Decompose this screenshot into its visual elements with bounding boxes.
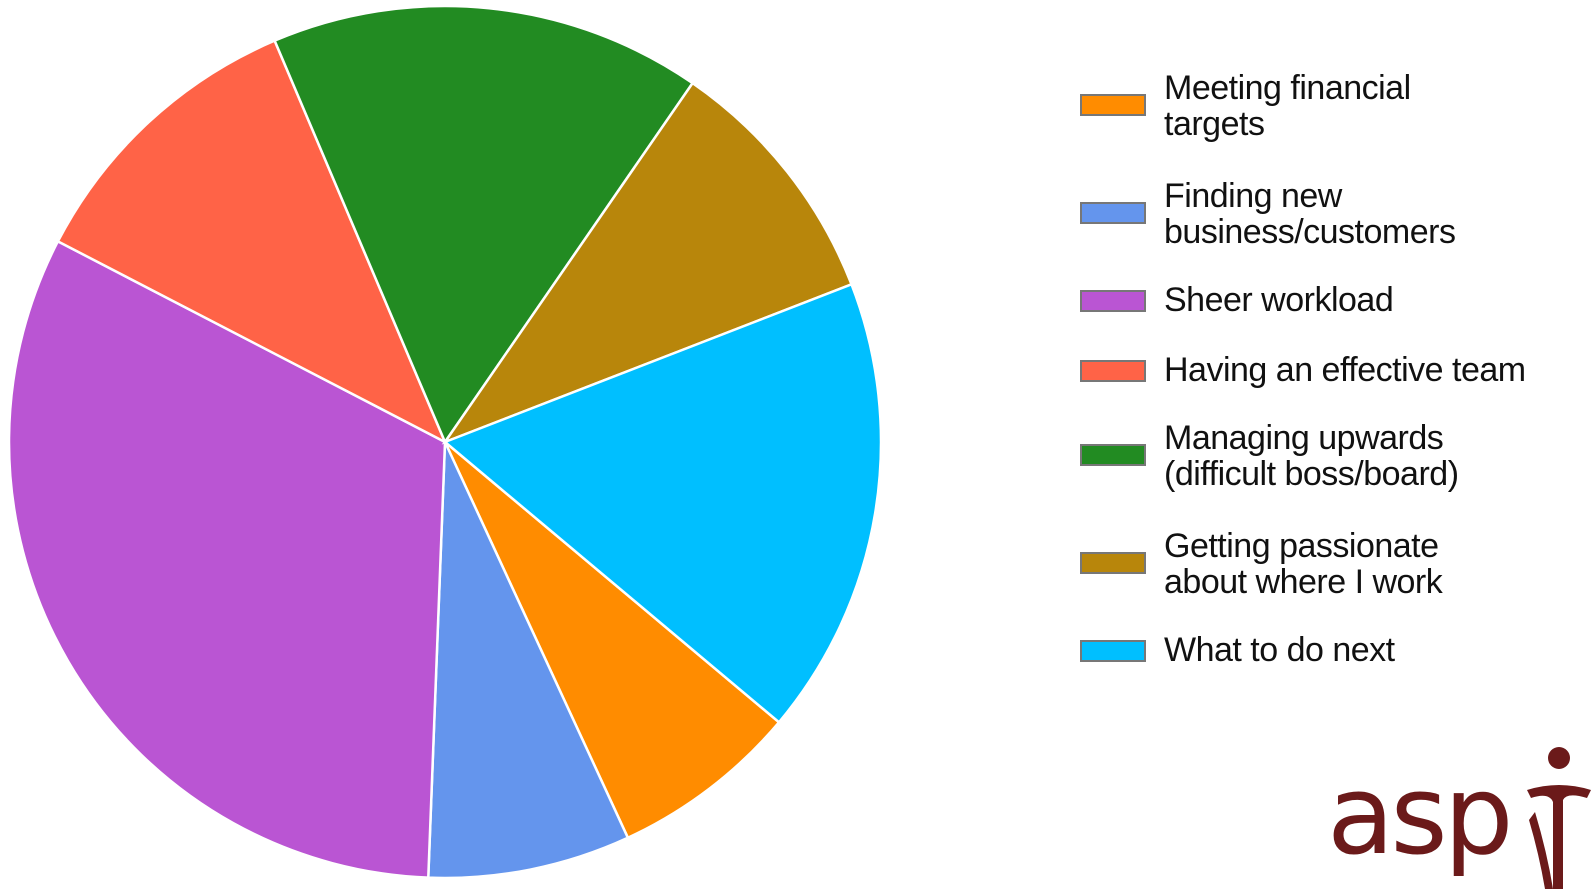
legend-label-line: Meeting financial [1164,69,1411,107]
legend-label-line: business/customers [1164,213,1456,251]
legend-label-line: Finding new [1164,177,1342,215]
pie-chart [7,4,883,880]
legend-swatch-0 [1080,94,1146,116]
legend-swatch-1 [1080,202,1146,224]
asp-logo: asp [1327,742,1596,889]
legend-swatch-6 [1080,640,1146,662]
pie-slice-3 [56,39,448,445]
pie-slice-6 [442,282,883,725]
legend-label-0: Meeting financial targets [1164,70,1574,142]
legend-label-4: Managing upwards (difficult boss/board) [1164,420,1574,492]
legend-label-1: Finding new business/customers [1164,178,1574,250]
legend-swatch-3 [1080,360,1146,382]
pie-slice-5 [441,81,854,445]
legend-label-6: What to do next [1164,632,1574,668]
legend-label-3: Having an effective team [1164,352,1574,388]
legend-label-line: What to do next [1164,631,1395,669]
legend-label-5: Getting passionate about where I work [1164,528,1574,600]
pie-slice-2 [7,239,447,879]
legend-label-line: (difficult boss/board) [1164,455,1459,493]
legend-label-line: Sheer workload [1164,281,1394,319]
pie-slice-4 [273,4,695,445]
legend-label-line: Getting passionate [1164,527,1439,565]
legend-swatch-5 [1080,552,1146,574]
legend-label-line: targets [1164,105,1265,143]
legend-label-line: about where I work [1164,563,1443,601]
pie-slice-0 [443,441,781,840]
legend-label-line: Managing upwards [1164,419,1444,457]
pie-slice-1 [426,441,630,880]
legend-swatch-2 [1080,290,1146,312]
person-figure-icon [1527,747,1591,889]
logo-text: asp [1327,751,1514,879]
legend-label-2: Sheer workload [1164,282,1574,318]
legend-swatch-4 [1080,444,1146,466]
legend-label-line: Having an effective team [1164,351,1526,389]
